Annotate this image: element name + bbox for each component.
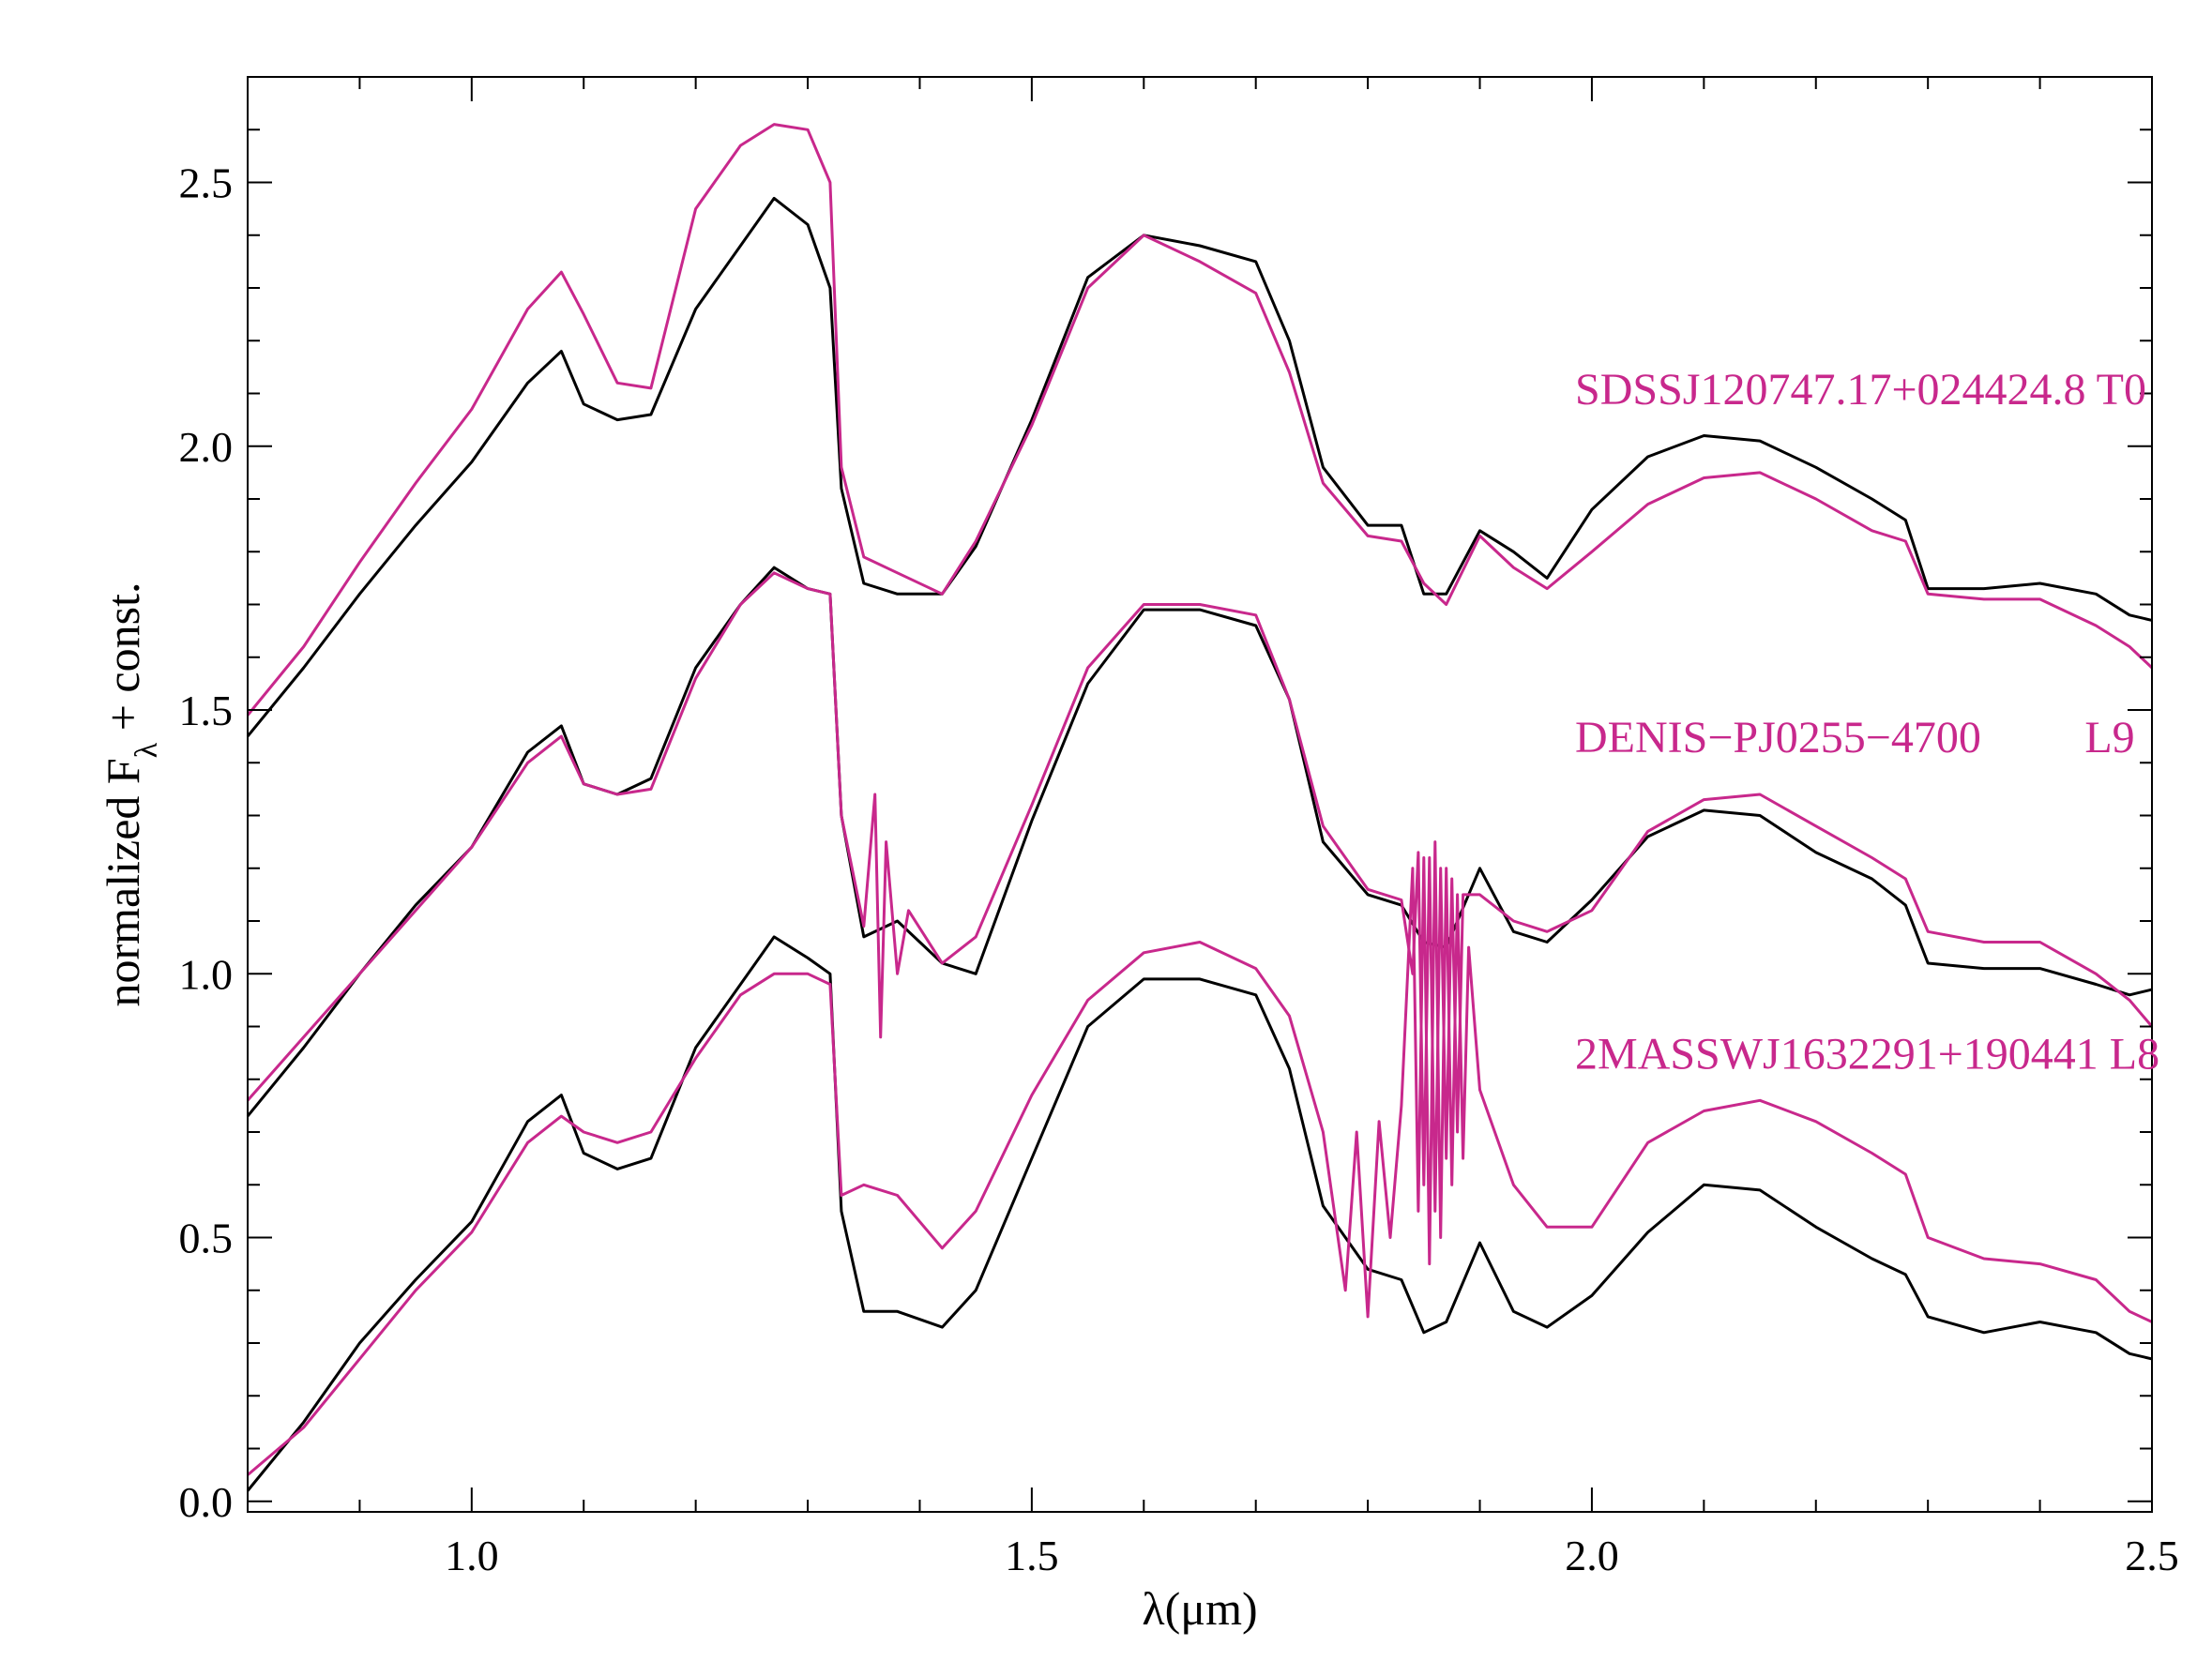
labels-layer: 1.0 1.5 2.0 2.5 0.0 0.5 1.0 1.5 2.0 2.5 bbox=[179, 159, 2179, 1580]
y-axis-label-subscript: λ bbox=[129, 742, 164, 758]
y-axis-label: normalized Fλ + const. bbox=[97, 582, 164, 1007]
x-tick-label: 2.5 bbox=[2125, 1532, 2179, 1579]
observed-spectrum-line-3 bbox=[246, 935, 2153, 1492]
y-tick-label: 0.5 bbox=[179, 1215, 234, 1262]
x-tick-label: 2.0 bbox=[1565, 1532, 1619, 1579]
plot-frame bbox=[247, 76, 2153, 1513]
spectrum-annotation: 2MASSWJ1632291+190441 L8 bbox=[1575, 1030, 2159, 1080]
x-tick-label: 1.0 bbox=[445, 1532, 499, 1579]
x-tick-label: 1.5 bbox=[1005, 1532, 1059, 1579]
y-tick-label: 1.0 bbox=[179, 950, 234, 998]
spectrum-annotation: L9 bbox=[2084, 713, 2134, 763]
y-tick-label: 1.5 bbox=[179, 687, 234, 734]
annotation-layer: SDSSJ120747.17+024424.8 T0 DENIS−PJ0255−4… bbox=[1575, 365, 2159, 1080]
spectrum-annotation: SDSSJ120747.17+024424.8 T0 bbox=[1575, 365, 2146, 415]
y-tick-label: 2.5 bbox=[179, 159, 234, 207]
spectrum-annotation: DENIS−PJ0255−4700 bbox=[1575, 713, 1981, 763]
model-spectrum-line-2 bbox=[246, 571, 2154, 1213]
x-axis-label: λ(μm) bbox=[1142, 1582, 1257, 1635]
model-spectrum-line-1 bbox=[246, 123, 2154, 717]
ticks-layer bbox=[247, 76, 2153, 1512]
observed-spectrum-line-1 bbox=[246, 196, 2153, 738]
series-layer bbox=[246, 123, 2154, 1492]
model-spectrum-line-3 bbox=[247, 840, 2153, 1476]
y-axis-label-suffix: + const. bbox=[97, 582, 149, 743]
y-tick-label: 0.0 bbox=[179, 1478, 234, 1526]
y-tick-label: 2.0 bbox=[179, 423, 234, 471]
y-axis-label-main: normalized F bbox=[97, 758, 149, 1006]
